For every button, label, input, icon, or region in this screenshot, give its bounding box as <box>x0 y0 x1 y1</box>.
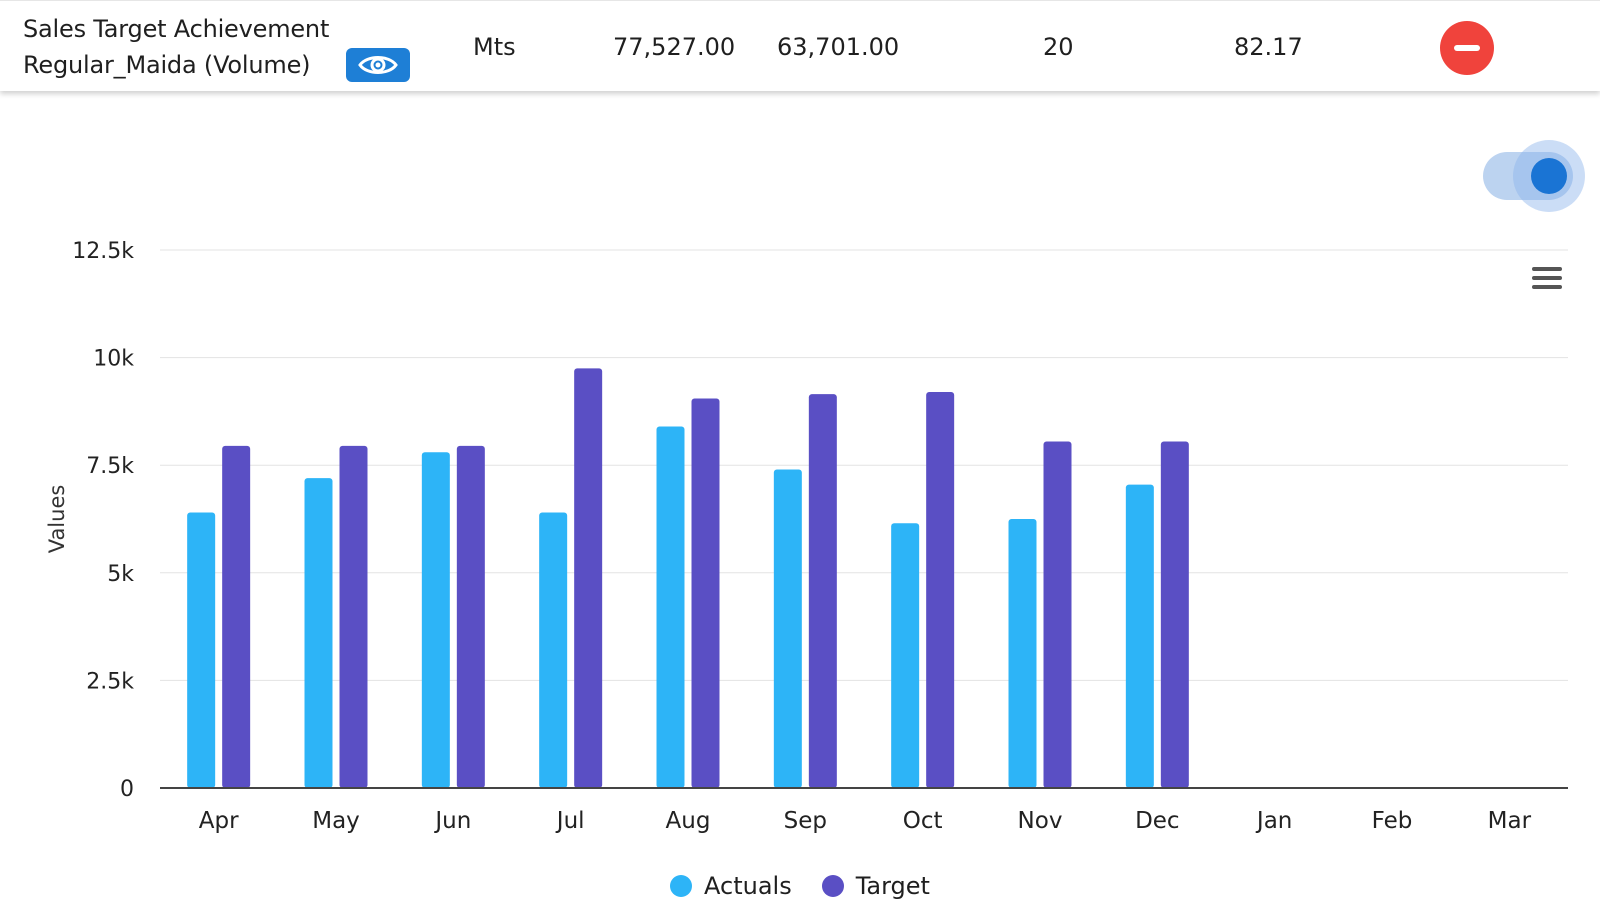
bar-target-sep <box>808 394 837 788</box>
y-tick-label: 12.5k <box>72 239 134 264</box>
target-row: Sales Target Achievement Regular_Maida (… <box>0 0 1600 91</box>
bar-target-may <box>339 445 368 788</box>
row-title-line1: Sales Target Achievement <box>23 15 330 43</box>
bar-target-nov <box>1043 441 1072 788</box>
y-axis-title: Values <box>45 485 69 554</box>
chart-menu-button[interactable] <box>1530 265 1564 291</box>
x-tick-label: Jul <box>555 808 585 834</box>
target-total-cell: 77,527.00 <box>613 33 736 61</box>
x-tick-label: Mar <box>1488 808 1532 834</box>
bar-target-jul <box>574 368 603 788</box>
bar-target-dec <box>1160 441 1189 788</box>
chart-legend: Actuals Target <box>0 872 1600 900</box>
bar-actuals-jul <box>539 512 568 788</box>
bar-target-oct <box>926 392 955 788</box>
remove-button[interactable] <box>1440 21 1494 75</box>
bar-actuals-may <box>304 478 333 788</box>
bar-actuals-aug <box>656 426 685 788</box>
bar-target-apr <box>222 445 251 788</box>
legend-item-target[interactable]: Target <box>821 872 930 900</box>
x-tick-label: Aug <box>666 808 711 834</box>
bar-actuals-sep <box>773 469 802 788</box>
bar-actuals-apr <box>187 512 216 788</box>
bar-chart: 0 2.5k 5k 7.5k 10k 12.5k Values Apr May Jun Jul Aug… <box>45 239 1568 834</box>
y-tick-label: 5k <box>107 562 134 587</box>
achievement-cell: 82.17 <box>1234 33 1303 61</box>
x-tick-label: Feb <box>1372 808 1413 834</box>
x-tick-label: Sep <box>784 808 827 834</box>
hamburger-menu-icon <box>1532 267 1562 271</box>
y-tick-label: 2.5k <box>86 669 134 694</box>
x-tick-label: Apr <box>199 808 239 834</box>
bar-actuals-nov <box>1008 519 1037 788</box>
x-tick-label: Nov <box>1018 808 1063 834</box>
x-tick-label: Jun <box>433 808 471 834</box>
bar-target-aug <box>691 398 720 788</box>
x-tick-label: May <box>312 808 360 834</box>
eye-icon <box>358 56 398 74</box>
legend-swatch-target <box>821 875 844 897</box>
minus-circle-icon <box>1454 45 1480 51</box>
row-title: Sales Target Achievement Regular_Maida (… <box>23 11 329 83</box>
bar-target-jun <box>456 445 485 788</box>
hamburger-line <box>1532 276 1562 280</box>
y-tick-label: 7.5k <box>86 454 134 479</box>
chart-toggle[interactable] <box>1483 140 1585 212</box>
bar-actuals-oct <box>891 523 920 788</box>
legend-swatch-actuals <box>670 875 693 897</box>
x-tick-label: Oct <box>903 808 943 834</box>
row-title-line2: Regular_Maida (Volume) <box>23 51 311 79</box>
count-cell: 20 <box>1043 33 1074 61</box>
y-tick-label: 10k <box>93 347 134 372</box>
hamburger-line <box>1532 285 1562 289</box>
legend-item-actuals[interactable]: Actuals <box>670 872 792 900</box>
bar-actuals-jun <box>421 452 450 788</box>
legend-label-target: Target <box>855 872 930 900</box>
x-tick-label: Dec <box>1135 808 1180 834</box>
bar-actuals-dec <box>1125 484 1154 788</box>
actual-total-cell: 63,701.00 <box>777 33 900 61</box>
toggle-knob <box>1531 158 1567 194</box>
y-tick-label: 0 <box>120 777 134 802</box>
legend-label-actuals: Actuals <box>704 872 792 900</box>
view-button[interactable] <box>346 48 410 82</box>
x-tick-label: Jan <box>1255 808 1292 834</box>
unit-cell: Mts <box>473 33 516 61</box>
